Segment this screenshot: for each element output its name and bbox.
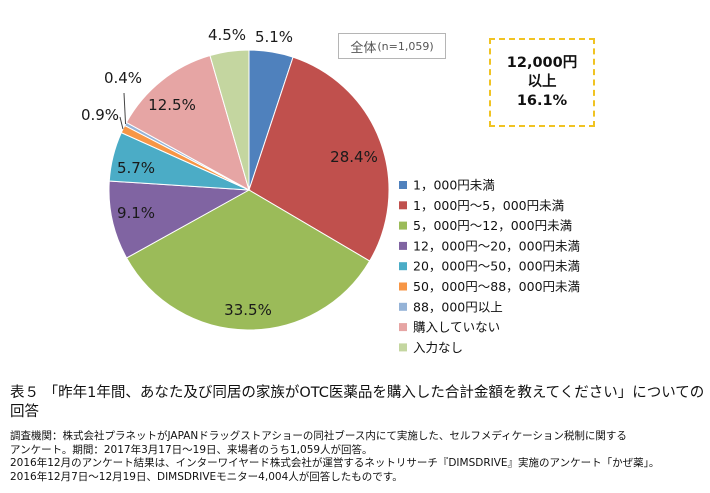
legend-swatch: [399, 181, 407, 189]
legend-swatch: [399, 323, 407, 332]
slice-data-label: 0.9%: [81, 106, 119, 124]
legend-label: 12，000円～20，000円未満: [413, 238, 580, 253]
slice-data-label: 4.5%: [208, 26, 246, 44]
callout-line-1: 12,000円: [506, 55, 578, 71]
pie-slices: [108, 49, 390, 331]
legend-swatch: [399, 201, 407, 210]
leader-lines: [119, 92, 127, 130]
subset-label: 全体: [350, 40, 377, 56]
slice-data-label: 9.1%: [117, 204, 155, 222]
callout-box: 12,000円 以上 16.1%: [489, 38, 595, 127]
legend-swatch: [399, 221, 407, 230]
survey-notes: 調査機関：株式会社プラネットがJAPANドラッグストアショーの同社ブース内にて実…: [10, 430, 710, 484]
legend-swatch: [399, 343, 407, 352]
subset-n: (n=1,059): [377, 39, 434, 53]
note-line-2: アンケート。期間：2017年3月17日～19日、来場者のうち1,059人が回答。: [10, 443, 373, 456]
legend-swatch: [399, 241, 407, 250]
pie-slice: [108, 180, 251, 259]
slice-data-label: 12.5%: [148, 96, 196, 114]
legend-label: 88，000円以上: [413, 299, 503, 314]
pie-slice: [125, 189, 371, 331]
figure-caption: 表５ 「昨年1年間、あなた及び同居の家族がOTC医薬品を購入した合計金額を教えて…: [10, 385, 705, 420]
legend-label: 50，000円～88，000円未満: [413, 279, 580, 294]
slice-data-label: 5.7%: [117, 159, 155, 177]
pie-slice: [209, 49, 250, 191]
sample-size-label: 全体 (n=1,059): [338, 33, 446, 59]
legend-label: 1，000円未満: [413, 178, 495, 193]
pie-chart: 5.1%28.4%33.5%9.1%5.7%0.9%0.4%12.5%4.5% …: [81, 26, 580, 355]
legend-label: 購入していない: [413, 320, 500, 335]
note-line-4: 2016年12月7日～12月19日、DIMSDRIVEモニター4,004人が回答…: [10, 470, 403, 483]
legend-swatch: [399, 282, 407, 291]
legend-label: 5，000円～12，000円未満: [413, 218, 572, 233]
pie-data-labels: 5.1% 28.4% 33.5% 9.1% 5.7% 0.9% 0.4% 12.5% 4.5%: [81, 26, 378, 319]
note-line-1: 調査機関：株式会社プラネットがJAPANドラッグストアショーの同社ブース内にて実…: [10, 430, 627, 442]
slice-data-label: 0.4%: [104, 69, 142, 87]
slice-data-label: 5.1%: [255, 28, 293, 46]
slice-data-label: 28.4%: [330, 148, 378, 166]
legend-label: 入力なし: [413, 340, 463, 355]
legend: 1，000円未満 1，000円～5，000円未満 5，000円～12，000円未満 1…: [399, 178, 580, 355]
note-line-3: 2016年12月のアンケート結果は、インターワイヤード株式会社が運営するネットリ…: [10, 457, 660, 469]
leader-line: [123, 92, 127, 124]
legend-label: 1，000円～5，000円未満: [413, 198, 564, 213]
leader-line: [119, 116, 124, 130]
legend-label: 20，000円～50，000円未満: [413, 259, 580, 274]
legend-swatch: [399, 262, 407, 271]
slice-data-label: 33.5%: [224, 301, 272, 319]
callout-line-2: 以上: [527, 74, 557, 90]
callout-line-3: 16.1%: [516, 93, 568, 109]
legend-swatch: [399, 302, 407, 311]
pie-slice: [125, 54, 250, 192]
